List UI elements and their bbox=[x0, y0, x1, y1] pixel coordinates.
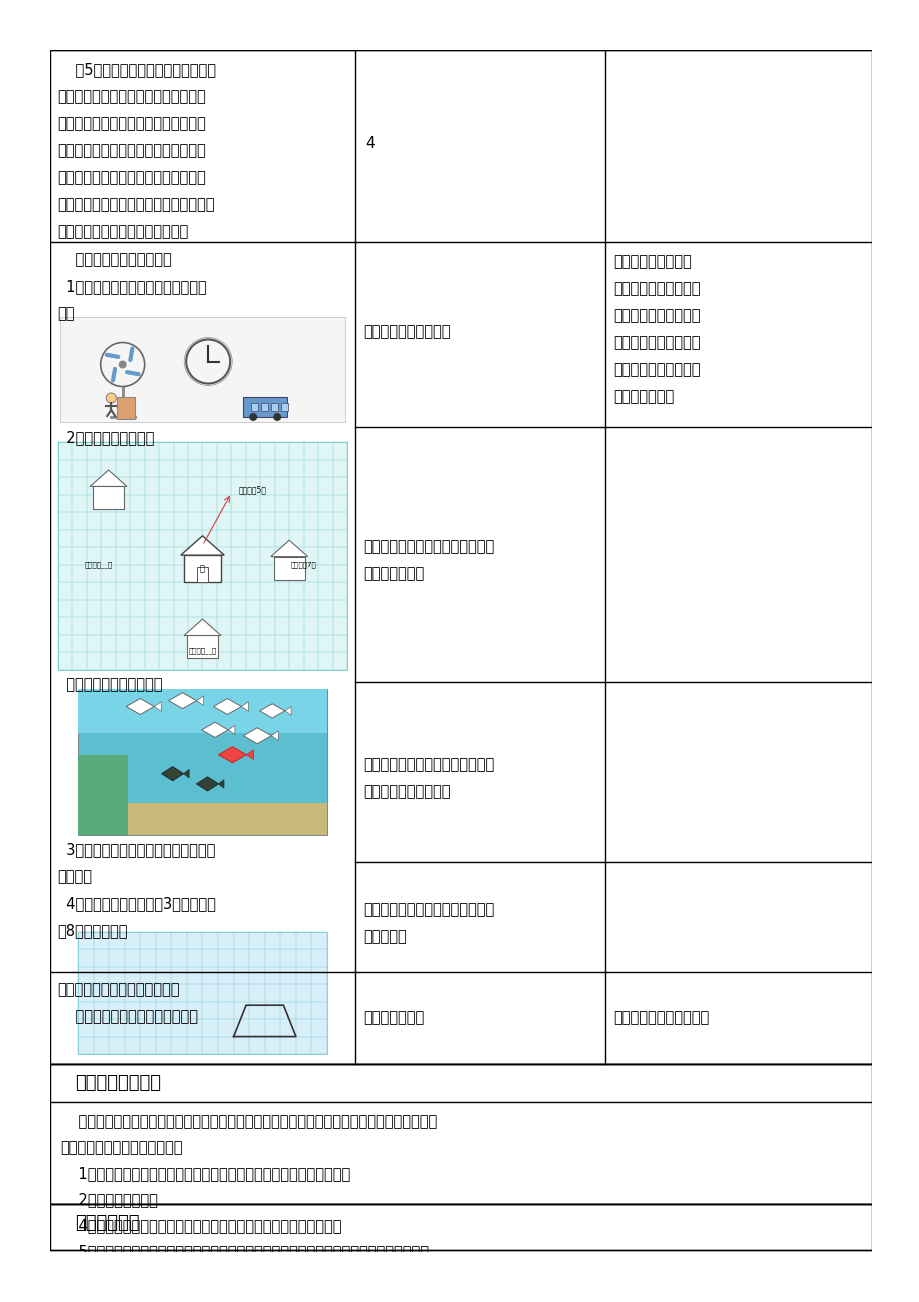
Text: 2、数学课有趣吗？: 2、数学课有趣吗？ bbox=[60, 1193, 158, 1207]
Text: 移8格后的图形。: 移8格后的图形。 bbox=[57, 923, 128, 937]
Text: 生在答题卡上涂颜色。: 生在答题卡上涂颜色。 bbox=[363, 784, 450, 799]
Polygon shape bbox=[218, 747, 246, 763]
Bar bbox=[281, 404, 288, 411]
Bar bbox=[78, 689, 326, 733]
Bar bbox=[78, 932, 326, 1055]
Text: 让学生说说有什么收获并小结。: 让学生说说有什么收获并小结。 bbox=[57, 1009, 198, 1023]
Text: 问题能力、与人合作能: 问题能力、与人合作能 bbox=[612, 335, 699, 350]
Text: 升了新知，学生的分析: 升了新知，学生的分析 bbox=[612, 309, 699, 323]
Text: 一名学生在白板上涂颜色，其余学: 一名学生在白板上涂颜色，其余学 bbox=[363, 756, 494, 772]
Circle shape bbox=[249, 413, 257, 421]
Text: 4、在学习过程中你认为你自己表现怎样？谁表现最好？好在哪里？: 4、在学习过程中你认为你自己表现怎样？谁表现最好？好在哪里？ bbox=[60, 1217, 341, 1233]
Bar bbox=[58, 441, 346, 671]
Bar bbox=[271, 404, 278, 411]
Text: 小组合作完成，找一个组汇报自己: 小组合作完成，找一个组汇报自己 bbox=[363, 902, 494, 917]
Bar bbox=[50, 49, 871, 1064]
Text: 3、把通过平移得到红色小鱼的小鱼涂: 3、把通过平移得到红色小鱼的小鱼涂 bbox=[57, 842, 215, 857]
Polygon shape bbox=[213, 698, 241, 715]
Text: 向左平移__格: 向左平移__格 bbox=[85, 561, 112, 568]
Polygon shape bbox=[197, 777, 218, 790]
Bar bbox=[117, 397, 135, 419]
Bar bbox=[243, 397, 287, 417]
Polygon shape bbox=[228, 725, 234, 734]
Text: 格数，与小房子本身平移的距离是一样: 格数，与小房子本身平移的距离是一样 bbox=[57, 116, 206, 132]
Text: 向右平移7格: 向右平移7格 bbox=[290, 561, 316, 568]
Bar bbox=[251, 404, 258, 411]
Polygon shape bbox=[270, 540, 307, 556]
Text: 学生在书上做，之后在白板上说一: 学生在书上做，之后在白板上说一 bbox=[363, 539, 494, 555]
Text: 1、下列现象哪些是平移？哪些是旋: 1、下列现象哪些是平移？哪些是旋 bbox=[57, 279, 207, 294]
Bar bbox=[0, 0, 919, 49]
Text: 上颜色。: 上颜色。 bbox=[57, 868, 92, 884]
Text: 学知识的同时，拓展提: 学知识的同时，拓展提 bbox=[612, 281, 699, 296]
Bar bbox=[274, 556, 304, 579]
Text: 这个图形或物体就平移了几个格。: 这个图形或物体就平移了几个格。 bbox=[57, 224, 188, 240]
Polygon shape bbox=[184, 769, 189, 777]
Text: （四）、全课小结，内化新知：: （四）、全课小结，内化新知： bbox=[57, 982, 179, 997]
Text: 学生判断，并说明理由: 学生判断，并说明理由 bbox=[363, 324, 450, 340]
Bar bbox=[0, 0, 50, 1302]
Text: 到一个观察点，看这个点平移了几个格，: 到一个观察点，看这个点平移了几个格， bbox=[57, 197, 214, 212]
Bar bbox=[261, 404, 268, 411]
Text: 本节课学生的学习方法有自主学习，有合作学习，另有教师的讲解和学生的互动交流。所以，: 本节课学生的学习方法有自主学习，有合作学习，另有教师的讲解和学生的互动交流。所以… bbox=[60, 1115, 437, 1129]
Polygon shape bbox=[201, 723, 228, 737]
Circle shape bbox=[106, 393, 116, 404]
Polygon shape bbox=[126, 698, 154, 715]
Text: 八、板书设计: 八、板书设计 bbox=[75, 1213, 140, 1232]
Polygon shape bbox=[241, 702, 248, 711]
Polygon shape bbox=[168, 693, 197, 708]
Text: 2、数一数，填一填：: 2、数一数，填一填： bbox=[57, 430, 154, 445]
Text: （5）小结：只要是在这小房子上，: （5）小结：只要是在这小房子上， bbox=[57, 62, 216, 77]
Polygon shape bbox=[259, 703, 285, 719]
Bar bbox=[50, 1064, 871, 1204]
Polygon shape bbox=[181, 536, 224, 555]
Polygon shape bbox=[184, 618, 221, 635]
Text: 田: 田 bbox=[199, 564, 205, 573]
Polygon shape bbox=[243, 728, 271, 743]
Text: 不管是哪一个点，都是向左平移同样的: 不管是哪一个点，都是向左平移同样的 bbox=[57, 89, 206, 104]
Bar bbox=[78, 755, 128, 835]
Text: 1、你今天学得高兴吗？都学到什么了？老师讲的什么你认为最重要？: 1、你今天学得高兴吗？都学到什么了？老师讲的什么你认为最重要？ bbox=[60, 1167, 350, 1181]
Text: 力、自主学习能力也随: 力、自主学习能力也随 bbox=[612, 362, 699, 378]
Text: 组的想法。: 组的想法。 bbox=[363, 930, 406, 944]
Text: 学生畅谈收获。: 学生畅谈收获。 bbox=[363, 1010, 424, 1025]
Bar bbox=[187, 635, 218, 659]
Text: 5、一颗星是表现一般，两颗星是表现好，三颗星是表现优秀，你认为自己应该的几颗星？: 5、一颗星是表现一般，两颗星是表现好，三颗星是表现优秀，你认为自己应该的几颗星？ bbox=[60, 1243, 428, 1259]
Polygon shape bbox=[154, 702, 161, 711]
Bar bbox=[78, 803, 326, 835]
Polygon shape bbox=[246, 750, 253, 759]
Text: 之得到了培养。: 之得到了培养。 bbox=[612, 389, 674, 404]
Bar bbox=[50, 1204, 871, 1250]
Text: 4: 4 bbox=[365, 135, 374, 151]
Text: 的。所以我们以后数一个图形或物体平: 的。所以我们以后数一个图形或物体平 bbox=[57, 143, 206, 158]
Polygon shape bbox=[271, 730, 278, 741]
Polygon shape bbox=[90, 470, 127, 487]
Polygon shape bbox=[218, 780, 223, 788]
Text: 评价我想从以下几个方面进行：: 评价我想从以下几个方面进行： bbox=[60, 1141, 182, 1155]
Bar bbox=[197, 566, 208, 582]
Text: 向下平移__格: 向下平移__格 bbox=[188, 647, 216, 654]
Polygon shape bbox=[285, 707, 290, 715]
Circle shape bbox=[273, 413, 281, 421]
Text: 移了几格，只要在这个图形或物体上找: 移了几格，只要在这个图形或物体上找 bbox=[57, 171, 206, 185]
Bar bbox=[871, 0, 919, 1302]
Text: 七、教学评价设计: 七、教学评价设计 bbox=[75, 1074, 161, 1092]
Bar bbox=[78, 689, 326, 835]
Polygon shape bbox=[162, 767, 184, 781]
Text: 向上平移5格: 向上平移5格 bbox=[239, 486, 267, 495]
Text: 回顾全节课，加深印象。: 回顾全节课，加深印象。 bbox=[612, 1010, 709, 1025]
Polygon shape bbox=[197, 695, 203, 706]
Bar bbox=[60, 316, 345, 422]
Text: 教师在白板上集体更正。: 教师在白板上集体更正。 bbox=[57, 677, 163, 691]
Text: 转？: 转？ bbox=[57, 306, 74, 322]
Bar bbox=[93, 487, 124, 509]
Bar bbox=[0, 1253, 919, 1302]
Bar bbox=[184, 555, 221, 582]
Text: 三、巳固练习，强化新知: 三、巳固练习，强化新知 bbox=[57, 253, 172, 267]
Text: 有层次的练习巳固所: 有层次的练习巳固所 bbox=[612, 254, 691, 270]
Circle shape bbox=[119, 361, 127, 368]
Text: 说是怎样数的。: 说是怎样数的。 bbox=[363, 566, 424, 582]
Text: 4、画出将梯形向上平移3格和向左平: 4、画出将梯形向上平移3格和向左平 bbox=[57, 896, 216, 911]
